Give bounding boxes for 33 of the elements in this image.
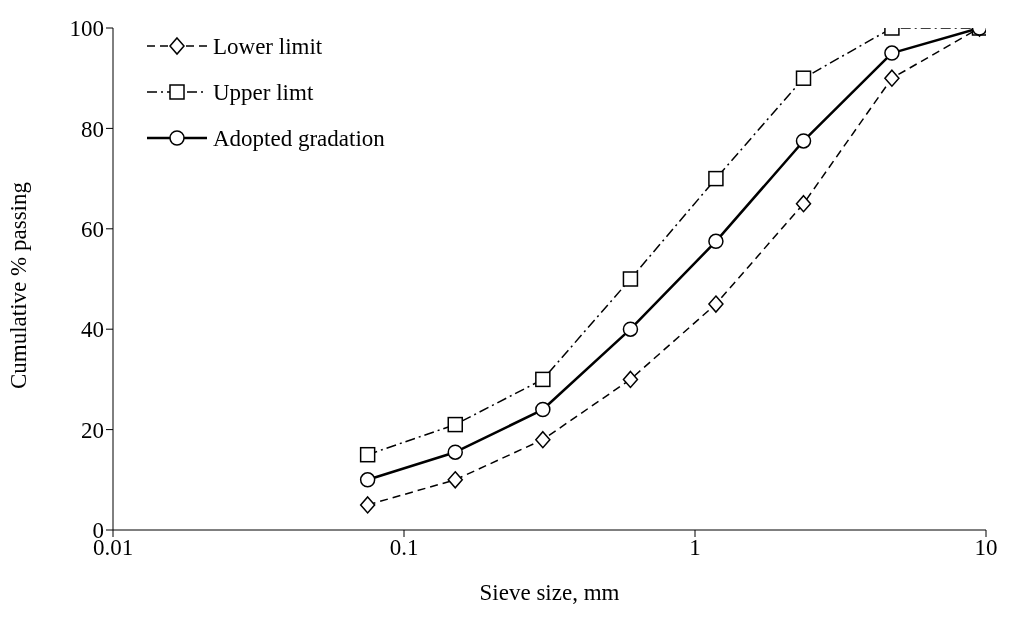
- x-axis-title: Sieve size, mm: [479, 580, 620, 605]
- point: [622, 370, 639, 389]
- point: [447, 471, 463, 489]
- point: [795, 70, 812, 86]
- point: [795, 194, 812, 213]
- point: [622, 271, 639, 287]
- point: [359, 472, 376, 488]
- y-tick-label: 60: [81, 216, 104, 242]
- point: [359, 496, 376, 514]
- legend-label: Lower limit: [213, 34, 323, 59]
- point: [535, 371, 551, 388]
- point: [535, 401, 551, 418]
- point: [708, 233, 724, 250]
- x-tick-label: 1: [689, 535, 701, 561]
- point: [708, 170, 724, 187]
- legend-label: Upper limt: [213, 80, 314, 105]
- point: [359, 446, 376, 463]
- point: [708, 295, 724, 313]
- point: [884, 45, 900, 61]
- x-tick-label: 0.1: [389, 535, 419, 561]
- y-axis-title: Cumulative % passing: [6, 181, 32, 389]
- point: [884, 69, 900, 87]
- legend-label: Adopted gradation: [213, 126, 386, 151]
- y-tick-label: 100: [69, 16, 104, 42]
- y-tick-label: 80: [81, 116, 104, 142]
- point: [447, 416, 463, 433]
- point: [622, 321, 639, 337]
- x-tick-label: 10: [974, 535, 998, 561]
- point: [447, 444, 463, 460]
- point: [535, 430, 551, 449]
- y-tick-label: 40: [81, 317, 104, 343]
- point: [795, 133, 812, 149]
- y-tick-label: 20: [81, 417, 104, 443]
